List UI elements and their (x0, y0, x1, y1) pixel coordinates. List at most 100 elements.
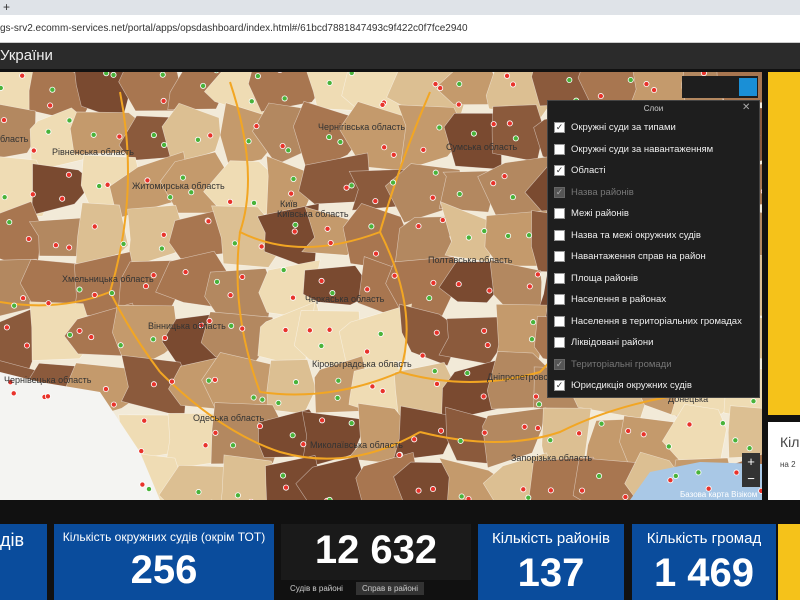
court-marker (167, 194, 174, 201)
court-marker (436, 124, 443, 131)
court-marker (719, 420, 726, 427)
checkbox[interactable] (554, 143, 565, 155)
court-marker (234, 492, 241, 499)
court-marker (530, 319, 537, 326)
layer-item[interactable]: Навантаження справ на район (554, 251, 706, 262)
court-marker (465, 495, 472, 500)
court-marker (733, 469, 740, 476)
zoom-controls (742, 453, 760, 487)
region-label: Чернігівська область (318, 122, 405, 132)
court-marker (213, 72, 219, 74)
checkbox[interactable] (554, 337, 565, 348)
court-marker (19, 72, 26, 79)
court-marker (207, 132, 214, 139)
court-marker (667, 477, 674, 484)
checkbox[interactable] (554, 229, 565, 241)
court-marker (291, 228, 298, 235)
indicator-title: Кількість громад (646, 530, 762, 547)
close[interactable]: ✕ (742, 102, 751, 113)
court-marker (206, 317, 213, 324)
court-marker (88, 334, 95, 341)
region-label: бласть (0, 134, 29, 144)
region-label: Рівненська область (52, 147, 134, 157)
checkbox[interactable] (554, 251, 565, 262)
region-label: Миколаївська область (310, 440, 403, 450)
court-marker (439, 217, 446, 224)
tab[interactable]: Справ в районі (356, 582, 424, 595)
court-marker (579, 487, 586, 494)
court-marker (289, 294, 296, 301)
layer-item[interactable]: Назва та межі окружних судів (554, 229, 701, 241)
zoom-out[interactable]: − (747, 471, 755, 486)
court-marker (205, 377, 212, 384)
court-marker (547, 487, 554, 494)
layer-item[interactable]: Межі районів (554, 208, 629, 219)
layer-item[interactable]: ✓ Юрисдикція окружних судів (554, 380, 692, 391)
court-marker (90, 131, 97, 138)
attribution: Базова карта Візіком (680, 490, 757, 499)
checkbox[interactable]: ✓ (554, 122, 565, 133)
district (0, 104, 37, 159)
court-marker (324, 225, 331, 232)
court-marker (7, 379, 14, 386)
court-marker (277, 72, 283, 74)
checkbox[interactable] (554, 315, 565, 327)
checkbox[interactable]: ✓ (554, 380, 565, 391)
indicator-title: дів (0, 530, 25, 550)
layer-item[interactable]: Населення в територіальних громадах (554, 315, 742, 327)
indicator-value: 137 (517, 551, 585, 595)
layer-label: Області (571, 165, 606, 176)
court-marker (379, 101, 386, 108)
region-label: Вінницька область (148, 321, 226, 331)
layer-item[interactable]: ✓ Області (554, 165, 605, 176)
layer-label: Назва районів (571, 186, 634, 198)
court-marker (433, 380, 440, 387)
court-marker (437, 85, 444, 92)
region-label: Житомирська область (132, 181, 225, 191)
court-marker (91, 223, 98, 230)
zoom-in[interactable]: + (747, 454, 755, 469)
tab[interactable]: Судів в районі (290, 584, 343, 593)
court-marker (665, 443, 672, 450)
new-tab[interactable]: + (3, 0, 11, 14)
court-marker (10, 390, 17, 397)
court-marker (326, 134, 333, 141)
checkbox[interactable]: ✓ (554, 165, 565, 176)
court-marker (643, 81, 650, 88)
layer-label: Ліквідовані райони (571, 337, 654, 348)
court-marker (30, 147, 37, 154)
tab-strip: + (0, 0, 800, 15)
court-marker (25, 235, 32, 242)
court-marker (419, 352, 426, 359)
layer-item[interactable]: Ліквідовані райони (554, 337, 653, 348)
court-marker (433, 329, 440, 336)
court-marker (65, 171, 72, 178)
court-marker (329, 290, 336, 297)
address-bar[interactable]: gs-srv2.ecomm-services.net/portal/apps/o… (0, 15, 800, 43)
indicator-value: 12 632 (314, 528, 438, 572)
layer-item[interactable]: Окружні суди за навантаженням (554, 143, 713, 155)
court-marker (525, 494, 532, 500)
court-marker (194, 136, 201, 143)
court-marker (102, 386, 109, 393)
checkbox[interactable] (554, 272, 565, 284)
region-label: Київська область (277, 209, 349, 219)
checkbox[interactable] (554, 208, 565, 219)
layer-item[interactable]: ✓ Окружні суди за типами (554, 122, 676, 133)
court-marker (457, 437, 464, 444)
court-marker (116, 133, 123, 140)
checkbox[interactable] (554, 294, 565, 305)
layer-label: Населення в територіальних громадах (571, 315, 742, 327)
court-marker (198, 322, 205, 329)
outside-area (0, 372, 160, 500)
layer-item[interactable]: Площа районів (554, 272, 638, 284)
district (338, 303, 412, 374)
court-marker (429, 194, 436, 201)
layer-item[interactable]: Населення в районах (554, 294, 666, 305)
layers-button[interactable] (739, 78, 757, 96)
court-marker (750, 398, 757, 405)
court-marker (536, 401, 543, 408)
court-marker (6, 219, 13, 226)
court-marker (227, 198, 234, 205)
court-marker (45, 300, 52, 307)
